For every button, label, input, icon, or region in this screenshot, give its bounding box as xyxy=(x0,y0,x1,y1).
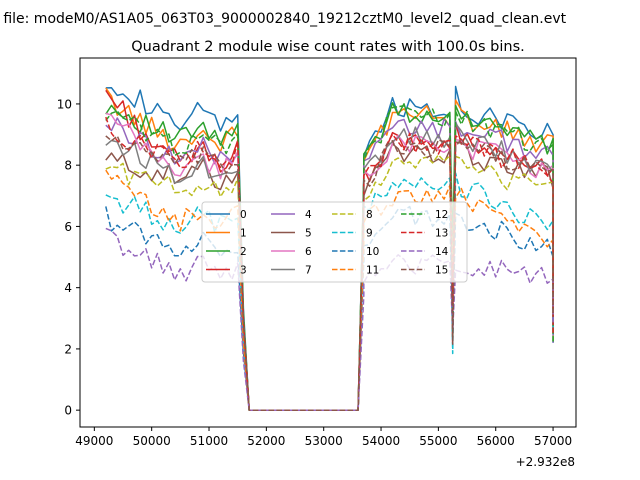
series-line-10 xyxy=(105,205,554,411)
series-line-6 xyxy=(105,112,554,411)
legend-label-6: 6 xyxy=(305,246,312,258)
x-tick-label: 52000 xyxy=(247,434,285,448)
series-line-8 xyxy=(105,154,554,411)
series-line-15 xyxy=(105,135,554,411)
legend-label-10: 10 xyxy=(366,246,379,258)
series-line-2 xyxy=(105,102,554,411)
plot-frame xyxy=(79,57,577,428)
legend-label-7: 7 xyxy=(305,265,312,277)
series-line-9 xyxy=(105,172,554,411)
series-line-7 xyxy=(105,122,554,411)
legend-label-8: 8 xyxy=(366,209,373,221)
legend-label-2: 2 xyxy=(240,246,247,258)
x-tick-label: 51000 xyxy=(190,434,228,448)
x-axis: 49000 50000 51000 52000 53000 54000 55000 56000… xyxy=(75,427,572,448)
x-offset-label: +2.932e8 xyxy=(516,455,575,469)
legend-label-15: 15 xyxy=(435,265,448,277)
legend-label-3: 3 xyxy=(240,265,247,277)
legend-frame xyxy=(201,201,468,283)
y-tick-label: 8 xyxy=(64,159,72,173)
y-tick-label: 6 xyxy=(64,220,72,234)
series-layer xyxy=(105,85,554,411)
chart-title: Quadrant 2 module wise count rates with … xyxy=(131,39,525,55)
x-tick-label: 53000 xyxy=(305,434,343,448)
legend-label-0: 0 xyxy=(240,209,247,221)
series-line-13 xyxy=(105,116,554,411)
figure-suptitle: n file: modeM0/AS1A05_063T03_9000002840_… xyxy=(0,11,567,27)
legend-label-12: 12 xyxy=(435,209,448,221)
legend-label-13: 13 xyxy=(435,228,448,240)
x-tick-label: 50000 xyxy=(133,434,171,448)
y-tick-label: 4 xyxy=(64,281,72,295)
y-tick-label: 0 xyxy=(64,404,72,418)
x-tick-label: 56000 xyxy=(477,434,515,448)
y-tick-label: 2 xyxy=(64,342,72,356)
x-tick-label: 49000 xyxy=(75,434,113,448)
x-tick-label: 54000 xyxy=(362,434,400,448)
series-line-0 xyxy=(105,85,554,411)
x-tick-label: 57000 xyxy=(534,434,572,448)
legend-label-4: 4 xyxy=(305,209,312,221)
legend-label-9: 9 xyxy=(366,228,373,240)
legend-label-1: 1 xyxy=(240,228,247,240)
legend-label-5: 5 xyxy=(305,228,312,240)
legend-label-14: 14 xyxy=(435,246,449,258)
series-line-12 xyxy=(105,105,554,411)
legend-label-11: 11 xyxy=(366,265,379,277)
y-axis: 0 2 4 6 8 10 xyxy=(57,97,80,418)
x-tick-label: 55000 xyxy=(419,434,457,448)
series-line-11 xyxy=(105,169,554,411)
y-tick-label: 10 xyxy=(57,97,72,111)
